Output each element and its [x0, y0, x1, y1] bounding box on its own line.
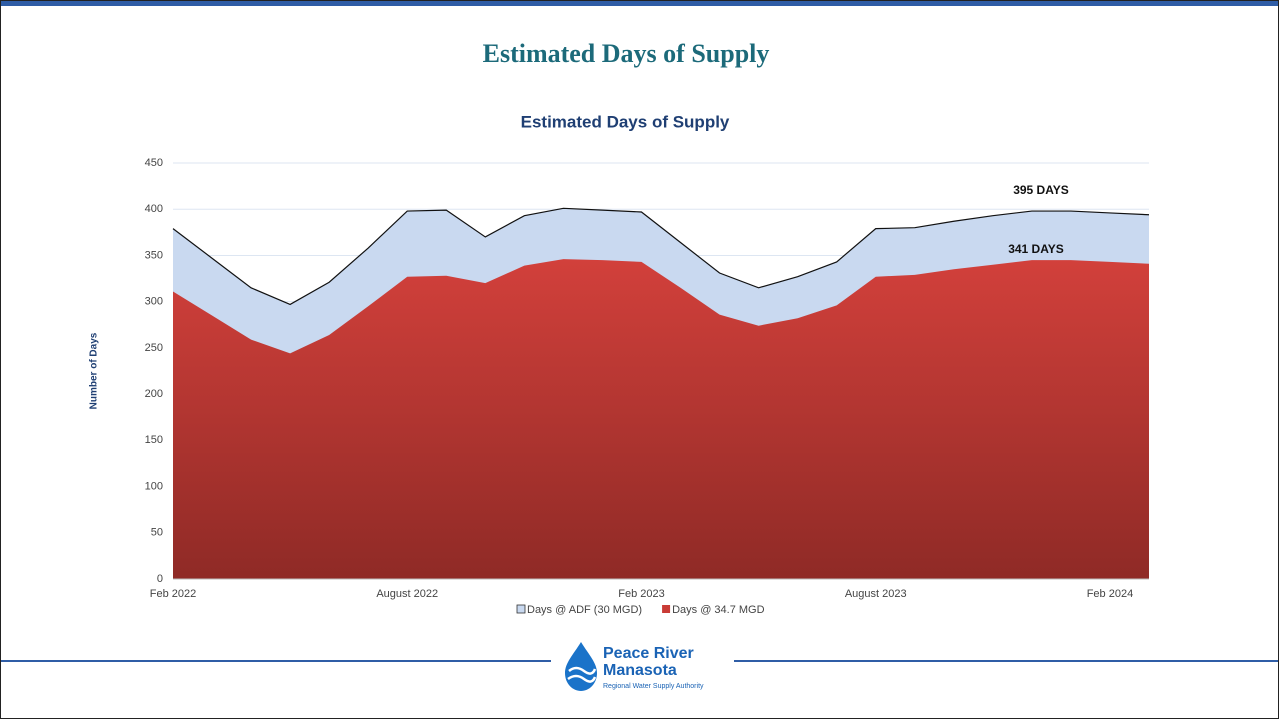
x-tick-label: Feb 2022: [150, 588, 196, 600]
legend-label: Days @ 34.7 MGD: [672, 604, 765, 616]
y-tick-label: 0: [157, 573, 163, 585]
y-tick-label: 350: [145, 249, 163, 261]
legend-label: Days @ ADF (30 MGD): [527, 604, 642, 616]
logo-text: Peace River: [603, 645, 694, 662]
y-tick-label: 100: [145, 480, 163, 492]
area: [173, 259, 1149, 579]
y-tick-label: 150: [145, 434, 163, 446]
slide-title: Estimated Days of Supply: [483, 39, 770, 68]
logo-text: Manasota: [603, 662, 677, 679]
chart-title: Estimated Days of Supply: [521, 112, 730, 131]
logo-drop: [565, 642, 597, 691]
y-tick-label: 450: [145, 157, 163, 169]
area-outline: [172, 207, 1150, 306]
y-tick-label: 250: [145, 342, 163, 354]
x-tick-label: August 2022: [376, 588, 438, 600]
y-tick-label: 400: [145, 203, 163, 215]
legend-swatch: [662, 605, 671, 613]
y-axis-label: Number of Days: [89, 332, 100, 409]
annotation: 341 DAYS: [1008, 242, 1064, 256]
x-tick-label: August 2023: [845, 588, 907, 600]
x-tick-label: Feb 2023: [618, 588, 664, 600]
x-tick-label: Feb 2024: [1087, 588, 1133, 600]
top-bar: [1, 1, 1278, 6]
logo-tagline: Regional Water Supply Authority: [603, 683, 704, 690]
y-tick-label: 200: [145, 388, 163, 400]
y-tick-label: 300: [145, 296, 163, 308]
logo: Peace River Manasota Regional Water Supp…: [565, 642, 704, 691]
annotation: 395 DAYS: [1013, 183, 1069, 197]
y-tick-label: 50: [151, 527, 163, 539]
logo-waves: [567, 666, 597, 683]
legend-swatch: [516, 604, 526, 614]
